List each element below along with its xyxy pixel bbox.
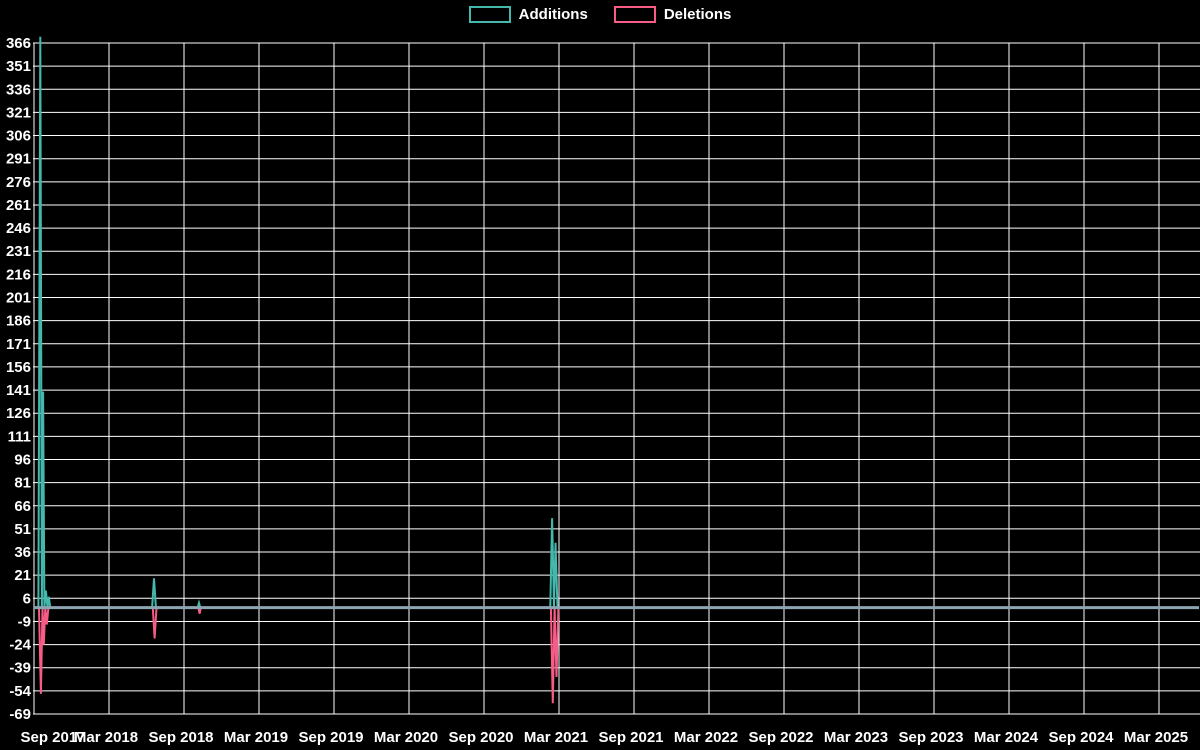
y-tick-label: 96 [14,451,31,468]
x-tick-label: Sep 2024 [1048,729,1114,746]
y-gridlines [33,42,1200,715]
y-tick-label: 66 [14,498,31,515]
y-tick-label: 186 [6,313,31,330]
x-tick-label: Sep 2021 [598,729,663,746]
y-tick-label: 231 [6,243,31,260]
y-tick-label: 126 [6,405,31,422]
x-tick-label: Mar 2022 [674,729,738,746]
y-tick-label: 156 [6,359,31,376]
y-tick-label: 261 [6,197,31,214]
y-tick-label: 216 [6,266,31,283]
y-tick-label: 306 [6,128,31,145]
x-tick-label: Mar 2023 [824,729,888,746]
y-tick-label: -69 [9,706,31,723]
x-tick-label: Sep 2022 [748,729,813,746]
y-tick-label: 21 [14,567,31,584]
y-tick-label: 171 [6,336,31,353]
y-tick-label: 321 [6,104,31,121]
x-tick-label: Mar 2021 [524,729,588,746]
y-tick-label: 6 [23,590,31,607]
x-gridlines [33,43,1160,714]
y-tick-label: 246 [6,220,31,237]
y-tick-label: 351 [6,58,31,75]
y-tick-label: 336 [6,81,31,98]
y-tick-label: -9 [18,613,31,630]
y-tick-label: 141 [6,382,31,399]
y-tick-label: 36 [14,544,31,561]
legend-item-deletions[interactable]: Deletions [613,6,732,23]
additions-line [34,36,1199,609]
y-tick-label: 291 [6,151,31,168]
deletions-line [34,606,1199,704]
y-tick-label: 51 [14,521,31,538]
y-tick-label: -39 [9,660,31,677]
y-axis-labels: 3663513363213062912762612462312162011861… [6,35,32,723]
additions-swatch-icon [468,6,511,23]
deletions-swatch-icon [613,6,656,23]
legend-item-additions[interactable]: Additions [468,6,588,23]
y-tick-label: 366 [6,35,31,52]
x-tick-label: Mar 2018 [74,729,138,746]
x-tick-label: Mar 2025 [1124,729,1188,746]
x-tick-label: Mar 2020 [374,729,438,746]
y-tick-label: 201 [6,290,31,307]
x-tick-label: Sep 2017 [20,729,85,746]
x-tick-label: Sep 2020 [448,729,513,746]
additions-legend-label: Additions [518,6,588,23]
y-tick-label: 81 [14,475,31,492]
y-tick-label: 276 [6,174,31,191]
y-tick-label: -24 [9,637,31,654]
x-tick-label: Mar 2024 [974,729,1039,746]
deletions-legend-label: Deletions [663,6,732,23]
y-tick-label: -54 [9,683,31,700]
x-tick-label: Sep 2019 [298,729,363,746]
chart-legend: Additions Deletions [0,6,1200,23]
x-tick-label: Sep 2018 [148,729,213,746]
y-tick-label: 111 [8,428,31,445]
x-tick-label: Mar 2019 [224,729,288,746]
x-tick-label: Sep 2023 [898,729,963,746]
